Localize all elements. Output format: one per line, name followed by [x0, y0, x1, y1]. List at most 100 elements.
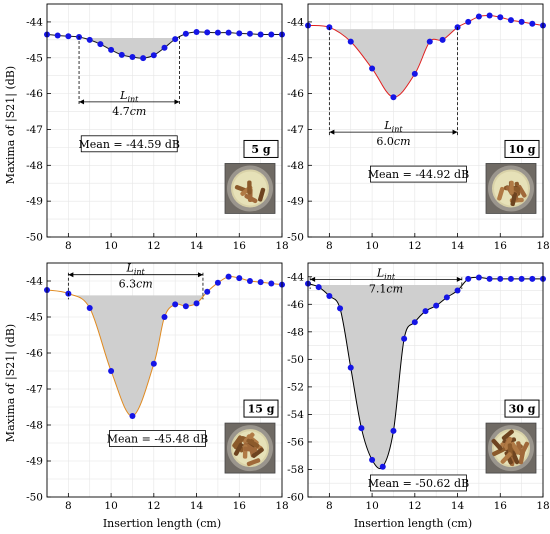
lint-symbol: Lint	[376, 266, 396, 281]
data-point	[236, 275, 243, 282]
data-point	[54, 32, 61, 39]
sample-photo	[486, 423, 536, 474]
lint-fill-region	[327, 26, 459, 98]
data-line	[307, 14, 544, 98]
data-point	[86, 305, 93, 311]
data-point	[161, 44, 168, 51]
data-point	[65, 33, 72, 40]
y-tick-label: -44	[287, 16, 304, 28]
y-tick-label: -45	[287, 52, 304, 64]
data-point	[347, 38, 354, 45]
data-point	[118, 51, 125, 58]
y-tick-label: -50	[26, 232, 43, 244]
y-tick-label: -47	[26, 384, 43, 396]
x-tick-label: 18	[536, 240, 549, 252]
x-tick-label: 8	[65, 240, 72, 252]
data-point	[390, 94, 397, 101]
y-tick-label: -44	[287, 271, 304, 283]
data-point	[140, 55, 147, 62]
y-tick-label: -48	[287, 160, 304, 172]
x-tick-label: 18	[275, 240, 288, 252]
data-point	[193, 300, 200, 307]
lint-arrow-head-right	[456, 276, 462, 282]
x-tick-label: 16	[233, 240, 247, 252]
data-point	[257, 31, 264, 38]
mean-box	[370, 474, 467, 492]
data-point	[204, 29, 211, 36]
mass-box	[504, 399, 540, 418]
plot-frame	[307, 3, 544, 238]
data-point	[150, 360, 157, 367]
data-point	[390, 427, 397, 434]
data-point	[379, 463, 386, 470]
data-point	[182, 303, 189, 310]
y-tick-label: -52	[287, 381, 304, 393]
data-point	[172, 301, 179, 308]
data-point	[443, 294, 450, 301]
data-point	[439, 36, 446, 43]
data-point	[475, 13, 482, 20]
y-tick-label: -47	[26, 124, 43, 136]
x-tick-label: 12	[147, 500, 160, 512]
y-tick-label: -45	[26, 52, 43, 64]
y-tick-label: -46	[26, 88, 43, 100]
mass-label: 10 g	[509, 143, 536, 156]
x-tick-label: 8	[326, 500, 333, 512]
data-point	[426, 38, 433, 45]
data-point	[507, 275, 514, 282]
data-point	[529, 20, 536, 27]
data-point	[497, 275, 504, 282]
data-point	[358, 425, 365, 432]
data-point	[486, 12, 493, 19]
mass-label: 5 g	[251, 143, 270, 156]
lint-arrow-head-right	[452, 129, 458, 135]
data-point	[86, 36, 93, 43]
data-point	[369, 456, 376, 463]
lint-value: 7.1cm	[369, 282, 403, 295]
data-point	[257, 279, 264, 286]
x-tick-label: 14	[190, 240, 204, 252]
x-tick-label: 16	[494, 500, 508, 512]
y-tick-label: -60	[287, 492, 304, 504]
data-point	[497, 14, 504, 21]
y-tick-label: -49	[26, 196, 43, 208]
data-point	[97, 41, 104, 48]
data-point	[108, 46, 115, 53]
data-point	[204, 288, 211, 295]
lint-arrow-head-left	[310, 276, 316, 282]
lint-arrow-head-left	[68, 272, 74, 278]
x-axis-label-left: Insertion length (cm)	[103, 517, 221, 530]
data-point	[369, 65, 376, 72]
data-point	[268, 31, 275, 38]
data-point	[465, 18, 472, 25]
sample-photo	[225, 423, 275, 474]
lint-fill-region	[66, 292, 203, 417]
data-point	[129, 54, 136, 61]
data-point	[214, 29, 221, 36]
y-tick-label: -49	[287, 196, 304, 208]
data-point	[315, 284, 322, 291]
x-axis-label-right: Insertion length (cm)	[354, 517, 472, 530]
lint-arrow-head-right	[174, 99, 180, 105]
lint-value: 4.7cm	[112, 105, 146, 118]
data-point	[246, 30, 253, 37]
x-tick-label: 10	[365, 240, 378, 252]
y-axis-label-top: Maxima of |S21| (dB)	[4, 66, 18, 184]
sample-photo	[225, 163, 275, 214]
data-point	[433, 302, 440, 309]
mean-box	[109, 430, 206, 447]
mass-box	[243, 399, 279, 418]
y-tick-label: -46	[26, 348, 43, 360]
mass-box	[504, 139, 540, 158]
data-point	[150, 52, 157, 59]
x-tick-label: 18	[275, 500, 288, 512]
y-tick-label: -44	[26, 276, 43, 288]
lint-symbol: Lint	[126, 262, 146, 277]
x-tick-label: 10	[104, 240, 117, 252]
data-point	[422, 308, 429, 315]
x-tick-label: 14	[451, 240, 465, 252]
y-tick-label: -46	[287, 88, 304, 100]
